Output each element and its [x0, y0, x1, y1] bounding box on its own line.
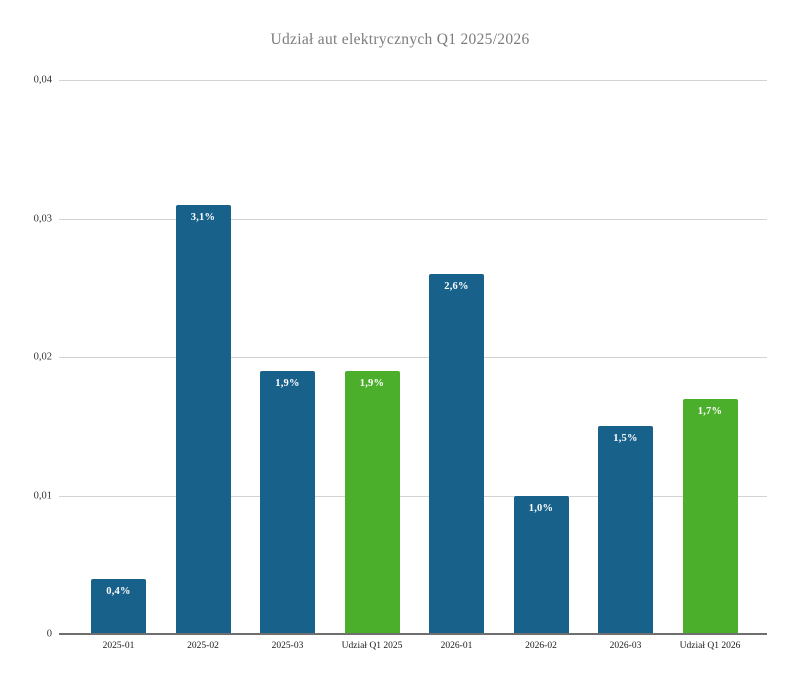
- bar[interactable]: 1,0%: [513, 495, 569, 634]
- bar[interactable]: 1,7%: [682, 398, 738, 634]
- y-axis-tick-label: 0,03: [33, 213, 52, 224]
- gridline: [59, 80, 767, 81]
- bar-value-label: 1,5%: [613, 433, 638, 445]
- chart-title: Udział aut elektrycznych Q1 2025/2026: [270, 31, 530, 48]
- bar[interactable]: 1,9%: [344, 370, 400, 634]
- x-axis-tick-label: 2025-03: [271, 641, 304, 651]
- x-axis-tick-label: Udział Q1 2026: [679, 641, 741, 651]
- bar[interactable]: 0,4%: [91, 578, 146, 634]
- bar-value-label: 1,9%: [359, 377, 385, 389]
- y-axis-tick-label: 0: [46, 628, 52, 640]
- bar[interactable]: 2,6%: [429, 273, 484, 634]
- bar-value-label: 1,7%: [697, 405, 723, 417]
- x-axis-tick-label: 2025-01: [102, 641, 135, 651]
- bar-value-label: 3,1%: [190, 211, 216, 223]
- bar-value-label: 1,9%: [275, 377, 300, 389]
- x-axis-tick-label: 2026-01: [440, 641, 473, 651]
- plot-area: 0,4% 3,1% 1,9% 1,9% 2,6% 1,0% 1,5% 1,7%: [59, 80, 767, 634]
- bar-value-label: 0,4%: [106, 585, 131, 597]
- bar[interactable]: 1,9%: [260, 370, 315, 634]
- x-axis-tick-label: 2026-02: [525, 641, 557, 651]
- gridline: [59, 218, 767, 220]
- gridline: [59, 357, 767, 358]
- x-axis-tick-label: 2025-02: [187, 641, 219, 651]
- y-axis-tick-labels: 0,04 0,03 0,02 0,01 0: [0, 0, 52, 688]
- bar[interactable]: 3,1%: [175, 204, 231, 634]
- x-axis-tick-label: Udział Q1 2025: [341, 641, 403, 651]
- y-axis-tick-label: 0,01: [33, 490, 52, 501]
- x-axis-line: [59, 633, 767, 635]
- bar-value-label: 2,6%: [444, 280, 469, 292]
- y-axis-tick-label: 0,04: [33, 74, 52, 86]
- bar-value-label: 1,0%: [528, 502, 554, 514]
- gridline: [59, 495, 767, 497]
- x-axis-tick-label: 2026-03: [609, 641, 642, 651]
- y-axis-tick-label: 0,02: [33, 351, 52, 363]
- bar[interactable]: 1,5%: [598, 426, 653, 634]
